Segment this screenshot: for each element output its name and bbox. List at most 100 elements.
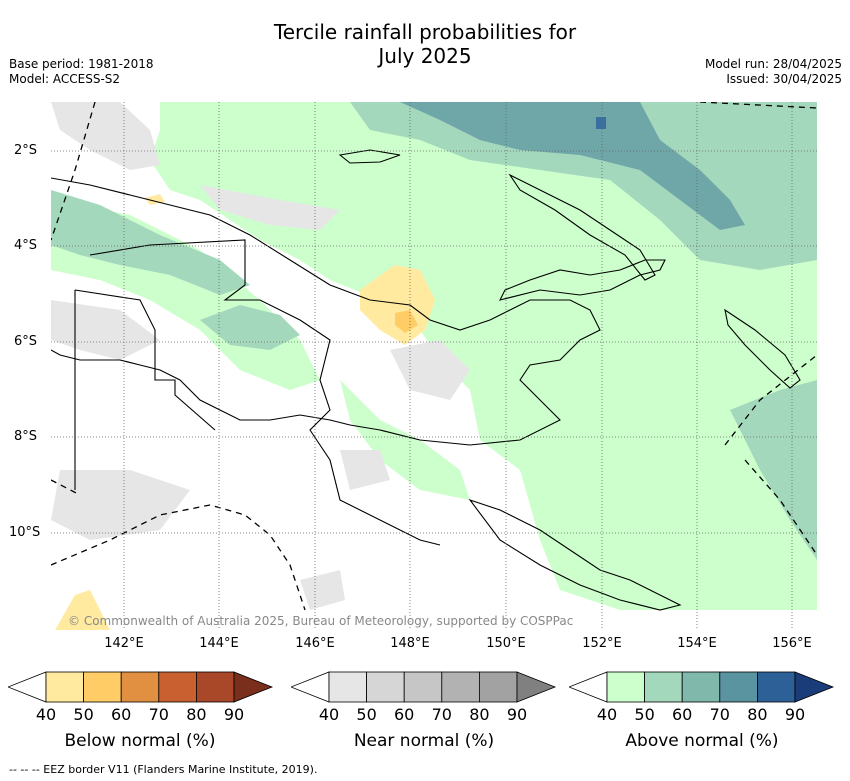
- colorbar-tick-label: 50: [73, 705, 94, 724]
- new-ireland-coast: [508, 173, 656, 281]
- above-normal-60-north: [350, 102, 817, 270]
- eez-borders: [51, 102, 817, 611]
- lat-label-4s: 4°S: [14, 238, 38, 253]
- lat-label-8s: 8°S: [14, 429, 38, 444]
- colorbar-segment: [756, 671, 796, 703]
- colorbar-left-extension: [569, 671, 608, 703]
- model-run: Model run: 28/04/2025: [704, 57, 842, 71]
- manus-coast: [338, 149, 401, 164]
- eez-west: [51, 102, 96, 241]
- copyright-notice: © Commonwealth of Australia 2025, Bureau…: [68, 614, 574, 628]
- new-guinea-coast: [51, 177, 601, 446]
- map-title: Tercile rainfall probabilities for July …: [0, 20, 850, 68]
- colorbar-above-normal: [569, 671, 835, 703]
- colorbar-segment: [681, 671, 721, 703]
- lon-label-152e: 152°E: [582, 636, 622, 651]
- eez-footnote: -- -- -- EEZ border V11 (Flanders Marine…: [9, 763, 318, 776]
- above-normal-50-south: [340, 380, 470, 500]
- lon-label-154e: 154°E: [677, 636, 717, 651]
- colorbar-tick-label: 90: [784, 705, 806, 724]
- colorbar-tick-label: 90: [506, 705, 528, 724]
- colorbar-tick-label: 50: [356, 705, 377, 724]
- colorbar-segment: [478, 671, 518, 703]
- border-line: [74, 239, 441, 546]
- colorbar-segment: [120, 671, 160, 703]
- eez-northeast: [699, 102, 817, 109]
- colorbar-below-normal: [8, 671, 274, 703]
- lon-label-150e: 150°E: [486, 636, 526, 651]
- lat-label-2s: 2°S: [14, 143, 38, 158]
- colorbar-segment: [366, 671, 405, 703]
- colorbar-right-extension: [794, 671, 835, 703]
- colorbar-tick-label: 80: [186, 705, 207, 724]
- near-normal-south: [51, 470, 190, 540]
- lat-label-6s: 6°S: [14, 334, 38, 349]
- below-normal-60-spot: [395, 310, 418, 333]
- colorbar-right-extension: [516, 671, 557, 703]
- lon-label-146e: 146°E: [295, 636, 335, 651]
- colorbar-segment: [719, 671, 758, 703]
- coastlines: [51, 149, 801, 611]
- near-normal-northwest: [51, 102, 160, 170]
- colorbar-segment: [403, 671, 443, 703]
- title-line-1: Tercile rainfall probabilities for: [273, 20, 577, 44]
- lon-label-144e: 144°E: [199, 636, 239, 651]
- meta-right: Model run: 28/04/2025 Issued: 30/04/2025: [705, 57, 842, 87]
- above-normal-60-central: [200, 305, 300, 350]
- colorbar-tick-label: 80: [747, 705, 768, 724]
- eez-southwest-short: [51, 479, 81, 496]
- colorbar-segment: [328, 671, 367, 703]
- colorbar-tick-label: 40: [35, 705, 57, 724]
- lat-label-10s: 10°S: [9, 525, 41, 540]
- colorbar-tick-label: 60: [672, 705, 693, 724]
- issued-date: Issued: 30/04/2025: [726, 72, 842, 86]
- colorbar-tick-label: 80: [469, 705, 490, 724]
- colorbar-segment: [158, 671, 197, 703]
- colorbar-segment: [195, 671, 235, 703]
- legend-title-near: Near normal (%): [353, 731, 495, 751]
- model-name: Model: ACCESS-S2: [9, 72, 121, 86]
- near-normal-north: [200, 185, 340, 230]
- colorbar-left-extension: [8, 671, 47, 703]
- colorbar-tick-label: 60: [111, 705, 132, 724]
- above-normal-60-southeast: [730, 380, 817, 560]
- colorbar-tick-label: 70: [148, 705, 169, 724]
- colorbar-tick-label: 70: [709, 705, 730, 724]
- below-normal-50-southwest: [55, 590, 110, 630]
- colorbar-tick-label: 90: [223, 705, 245, 724]
- legend-title-below: Below normal (%): [64, 731, 216, 751]
- colorbar-segment: [83, 671, 122, 703]
- colorbar-segment: [606, 671, 645, 703]
- bougainville-coast: [724, 308, 801, 389]
- colorbar-segment: [45, 671, 84, 703]
- colorbar-tick-label: 60: [394, 705, 415, 724]
- lon-label-148e: 148°E: [390, 636, 430, 651]
- colorbar-segment: [441, 671, 480, 703]
- above-normal-80-spot: [596, 117, 606, 129]
- colorbar-tick-label: 40: [318, 705, 340, 724]
- above-normal-60-west: [51, 190, 250, 295]
- colorbar-right-extension: [233, 671, 274, 703]
- colorbar-tick-label: 40: [596, 705, 618, 724]
- southern-islands: [468, 498, 682, 611]
- near-normal-southeast: [300, 570, 345, 610]
- near-normal-mid: [340, 450, 390, 490]
- eez-south: [51, 504, 306, 611]
- meta-left: Base period: 1981-2018 Model: ACCESS-S2: [9, 57, 154, 87]
- lon-label-156e: 156°E: [772, 636, 812, 651]
- title-line-2: July 2025: [378, 44, 472, 68]
- colorbar-left-extension: [291, 671, 330, 703]
- colorbar-near-normal: [291, 671, 557, 703]
- legend-title-above: Above normal (%): [625, 731, 779, 751]
- base-period: Base period: 1981-2018: [9, 57, 154, 71]
- lon-label-142e: 142°E: [104, 636, 144, 651]
- eez-east: [724, 354, 817, 446]
- gridlines: [51, 102, 817, 630]
- colorbar-segment: [644, 671, 683, 703]
- colorbar-tick-label: 50: [634, 705, 655, 724]
- above-normal-70-north: [400, 102, 745, 230]
- new-britain-coast: [498, 259, 666, 301]
- near-normal-west: [51, 300, 160, 360]
- colorbar-tick-label: 70: [431, 705, 452, 724]
